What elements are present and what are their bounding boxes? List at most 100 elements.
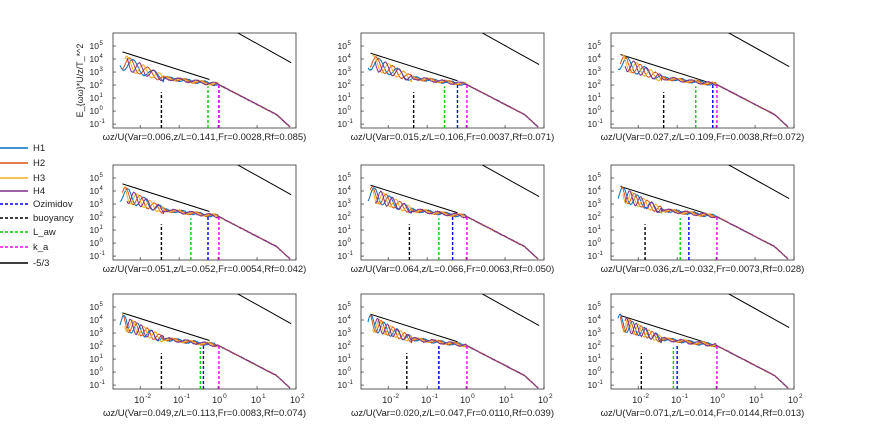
y-tick-exp: 0 xyxy=(100,106,104,112)
y-tick-label: 10 xyxy=(338,225,348,235)
y-tick-exp: 2 xyxy=(100,80,104,86)
y-tick-exp: 0 xyxy=(348,106,352,112)
x-tick-exp: -1 xyxy=(682,393,688,400)
y-tick-label: 10 xyxy=(588,302,598,312)
y-tick-label: 10 xyxy=(90,41,100,51)
y-tick-label: 10 xyxy=(90,251,100,261)
y-tick-label: 10 xyxy=(588,251,598,261)
legend-label-6: buoyancy xyxy=(33,213,74,224)
y-tick-label: 10 xyxy=(90,225,100,235)
panel-caption: ωz/U(Var=0.036,z/L=0.032,Fr=0.0073,Rf=0.… xyxy=(601,264,805,275)
legend-label-7: L_aw xyxy=(33,227,56,238)
y-tick-exp: 4 xyxy=(598,315,602,321)
y-tick-label: 10 xyxy=(338,354,348,364)
x-tick-label: 10 xyxy=(632,395,642,405)
x-tick-label: 10 xyxy=(251,395,261,405)
panel-caption: ωz/U(Var=0.071,z/L=0.014,Fr=0.0144,Rf=0.… xyxy=(601,408,805,419)
y-tick-exp: 2 xyxy=(100,341,104,347)
y-tick-exp: 3 xyxy=(100,199,104,205)
y-tick-label: 10 xyxy=(588,199,598,209)
y-tick-label: 10 xyxy=(338,199,348,209)
y-tick-exp: -1 xyxy=(100,380,106,386)
y-tick-exp: 0 xyxy=(598,367,602,373)
x-tick-label: 10 xyxy=(382,395,392,405)
y-tick-exp: 2 xyxy=(100,212,104,218)
y-tick-exp: 1 xyxy=(598,225,602,231)
y-tick-label: 10 xyxy=(90,119,100,129)
y-tick-exp: -1 xyxy=(598,380,604,386)
y-tick-exp: -1 xyxy=(100,119,106,125)
x-tick-exp: 0 xyxy=(721,393,725,400)
x-tick-label: 10 xyxy=(290,395,300,405)
y-tick-label: 10 xyxy=(338,212,348,222)
y-tick-exp: -1 xyxy=(348,380,354,386)
x-tick-label: 10 xyxy=(710,395,720,405)
axes-box xyxy=(360,32,545,129)
y-tick-label: 10 xyxy=(338,328,348,338)
y-tick-exp: 4 xyxy=(598,54,602,60)
legend-label-5: Ozimidov xyxy=(33,199,73,210)
y-tick-exp: 2 xyxy=(348,212,352,218)
y-tick-exp: 0 xyxy=(100,238,104,244)
y-tick-exp: 1 xyxy=(598,93,602,99)
reference-line-upper xyxy=(727,165,790,199)
y-tick-exp: 2 xyxy=(598,212,602,218)
y-tick-label: 10 xyxy=(338,106,348,116)
reference-line-lower xyxy=(620,314,708,344)
y-tick-exp: 4 xyxy=(348,186,352,192)
y-tick-label: 10 xyxy=(338,80,348,90)
reference-line-upper xyxy=(727,33,790,67)
y-tick-exp: -1 xyxy=(100,251,106,257)
reference-line-lower xyxy=(122,183,210,212)
x-tick-label: 10 xyxy=(788,395,798,405)
y-tick-exp: 4 xyxy=(100,186,104,192)
y-tick-label: 10 xyxy=(588,315,598,325)
x-tick-exp: 0 xyxy=(223,393,227,400)
y-tick-label: 10 xyxy=(338,251,348,261)
y-tick-exp: -1 xyxy=(598,119,604,125)
y-tick-label: 10 xyxy=(90,354,100,364)
series-H4 xyxy=(126,57,291,128)
series-H4 xyxy=(624,316,789,389)
reference-line-upper xyxy=(236,33,292,64)
y-tick-exp: 5 xyxy=(598,173,602,179)
y-tick-label: 10 xyxy=(338,238,348,248)
y-tick-label: 10 xyxy=(338,41,348,51)
y-tick-label: 10 xyxy=(588,212,598,222)
y-tick-exp: 3 xyxy=(348,67,352,73)
y-tick-label: 10 xyxy=(338,341,348,351)
y-tick-label: 10 xyxy=(338,367,348,377)
x-tick-label: 10 xyxy=(212,395,222,405)
x-tick-exp: 2 xyxy=(799,393,803,400)
y-tick-exp: 2 xyxy=(348,341,352,347)
x-tick-label: 10 xyxy=(460,395,470,405)
legend-label-4: H4 xyxy=(33,186,45,197)
series-H4 xyxy=(126,318,291,389)
panel-caption: ωz/U(Var=0.051,z/L=0.052,Fr=0.0054,Rf=0.… xyxy=(103,264,307,275)
y-tick-exp: 3 xyxy=(100,67,104,73)
series-H4 xyxy=(374,317,539,389)
x-tick-exp: -2 xyxy=(643,393,649,400)
y-tick-exp: -1 xyxy=(348,251,354,257)
x-tick-label: 10 xyxy=(749,395,759,405)
legend-label-2: H2 xyxy=(33,158,45,169)
y-tick-label: 10 xyxy=(588,328,598,338)
y-tick-label: 10 xyxy=(588,41,598,51)
y-tick-label: 10 xyxy=(588,354,598,364)
series-H4 xyxy=(624,190,789,260)
y-tick-exp: 2 xyxy=(348,80,352,86)
panel-7: 10 -110 010 110 210 310 410 510 -2 10 -1 10 0 10 1 10 2ω… xyxy=(90,293,306,419)
y-tick-exp: 1 xyxy=(100,225,104,231)
y-tick-label: 10 xyxy=(588,341,598,351)
y-tick-label: 10 xyxy=(588,54,598,64)
y-tick-exp: 1 xyxy=(100,354,104,360)
y-tick-label: 10 xyxy=(588,173,598,183)
x-tick-exp: 0 xyxy=(471,393,475,400)
y-tick-exp: 5 xyxy=(598,41,602,47)
x-tick-label: 10 xyxy=(671,395,681,405)
y-tick-exp: 3 xyxy=(348,199,352,205)
